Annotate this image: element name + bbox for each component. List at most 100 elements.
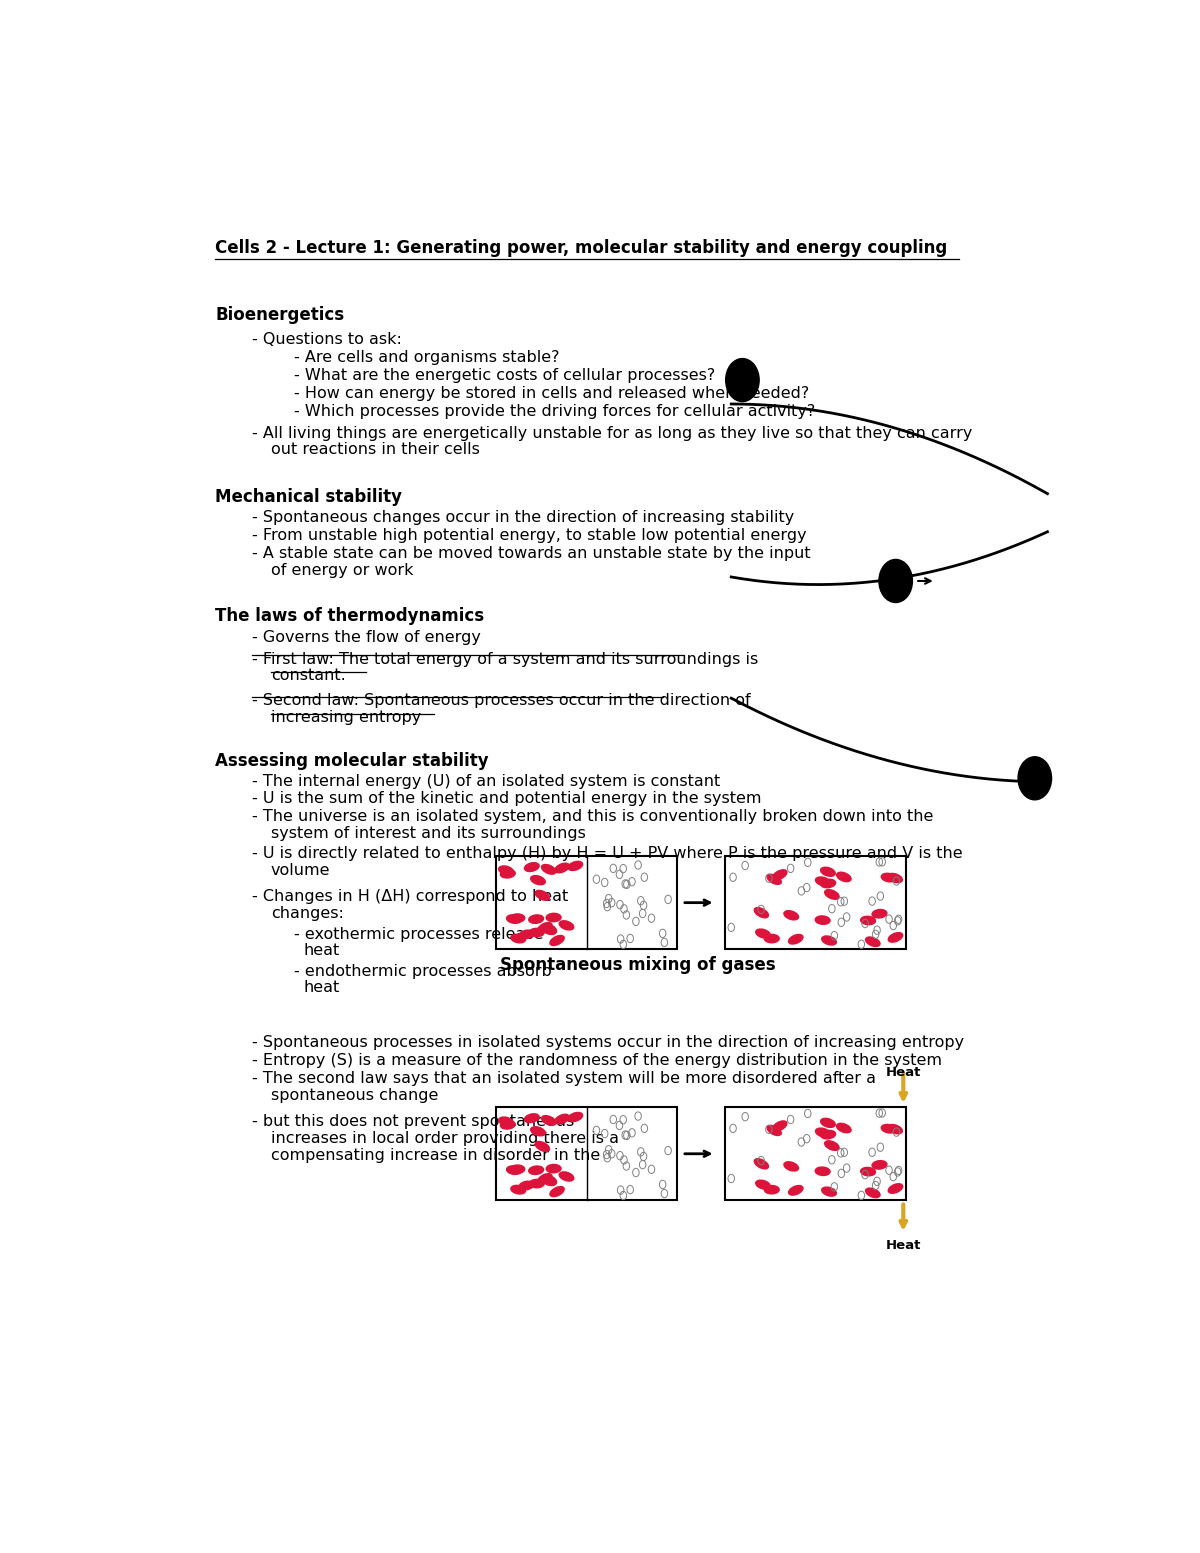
Text: - Spontaneous processes in isolated systems occur in the direction of increasing: - Spontaneous processes in isolated syst… <box>252 1036 965 1050</box>
Ellipse shape <box>881 1124 896 1134</box>
Ellipse shape <box>510 1165 524 1174</box>
Bar <box>496 856 677 949</box>
Ellipse shape <box>821 1118 835 1127</box>
Ellipse shape <box>773 1121 787 1131</box>
Ellipse shape <box>506 915 521 924</box>
Ellipse shape <box>520 1182 534 1190</box>
Ellipse shape <box>541 1176 556 1185</box>
Circle shape <box>878 559 912 603</box>
Ellipse shape <box>872 910 887 918</box>
Ellipse shape <box>541 926 556 935</box>
Ellipse shape <box>815 1166 830 1176</box>
Ellipse shape <box>542 1176 557 1185</box>
Ellipse shape <box>816 1127 830 1137</box>
Text: - Second law: Spontaneous processes occur in the direction of: - Second law: Spontaneous processes occu… <box>252 693 751 708</box>
Ellipse shape <box>821 1131 835 1138</box>
Ellipse shape <box>529 929 545 936</box>
Text: - U is the sum of the kinetic and potential energy in the system: - U is the sum of the kinetic and potent… <box>252 792 762 806</box>
Ellipse shape <box>888 1183 902 1193</box>
Ellipse shape <box>815 916 830 924</box>
Ellipse shape <box>520 930 534 938</box>
Text: - Which processes provide the driving forces for cellular activity?: - Which processes provide the driving fo… <box>294 404 816 419</box>
Text: Mechanical stability: Mechanical stability <box>215 488 402 506</box>
Ellipse shape <box>888 933 902 943</box>
Text: - All living things are energetically unstable for as long as they live so that : - All living things are energetically un… <box>252 426 973 441</box>
Ellipse shape <box>530 1127 545 1135</box>
Ellipse shape <box>821 867 835 876</box>
Ellipse shape <box>499 867 514 874</box>
Ellipse shape <box>529 915 544 924</box>
Ellipse shape <box>538 1174 552 1183</box>
Ellipse shape <box>756 929 770 938</box>
Ellipse shape <box>888 873 902 882</box>
Ellipse shape <box>546 1165 562 1173</box>
Text: - From unstable high potential energy, to stable low potential energy: - From unstable high potential energy, t… <box>252 528 806 544</box>
Ellipse shape <box>767 874 781 884</box>
Ellipse shape <box>541 865 556 874</box>
Text: of energy or work: of energy or work <box>271 564 413 578</box>
Ellipse shape <box>554 863 569 873</box>
Ellipse shape <box>865 1188 880 1197</box>
Text: - The internal energy (U) of an isolated system is constant: - The internal energy (U) of an isolated… <box>252 773 720 789</box>
Text: - Changes in H (ΔH) correspond to heat: - Changes in H (ΔH) correspond to heat <box>252 890 569 904</box>
Ellipse shape <box>773 870 787 881</box>
Text: - Entropy (S) is a measure of the randomness of the energy distribution in the s: - Entropy (S) is a measure of the random… <box>252 1053 942 1068</box>
Text: - The universe is an isolated system, and this is conventionally broken down int: - The universe is an isolated system, an… <box>252 809 934 825</box>
Ellipse shape <box>568 862 583 871</box>
Circle shape <box>1018 756 1051 800</box>
Text: compensating increase in disorder in the: compensating increase in disorder in the <box>271 1148 600 1163</box>
Ellipse shape <box>881 873 896 882</box>
Ellipse shape <box>500 870 515 877</box>
Ellipse shape <box>755 907 768 918</box>
Ellipse shape <box>550 1186 564 1197</box>
Ellipse shape <box>860 916 876 924</box>
Ellipse shape <box>888 1124 902 1134</box>
Ellipse shape <box>546 913 562 921</box>
Text: - Questions to ask:: - Questions to ask: <box>252 332 402 348</box>
Bar <box>725 1107 906 1200</box>
Ellipse shape <box>535 1141 550 1151</box>
Bar <box>496 1107 677 1200</box>
Text: - endothermic processes absorb: - endothermic processes absorb <box>294 963 552 978</box>
Ellipse shape <box>764 1185 779 1194</box>
Ellipse shape <box>559 921 574 930</box>
Text: constant.: constant. <box>271 668 346 683</box>
Ellipse shape <box>784 1162 798 1171</box>
Ellipse shape <box>559 1173 574 1182</box>
Text: Heat: Heat <box>886 1067 920 1079</box>
Text: out reactions in their cells: out reactions in their cells <box>271 443 480 457</box>
Text: Cells 2 - Lecture 1: Generating power, molecular stability and energy coupling: Cells 2 - Lecture 1: Generating power, m… <box>215 239 947 256</box>
Ellipse shape <box>788 935 803 944</box>
Text: Heat: Heat <box>886 1239 920 1252</box>
Text: - What are the energetic costs of cellular processes?: - What are the energetic costs of cellul… <box>294 368 715 384</box>
Text: Spontaneous mixing of gases: Spontaneous mixing of gases <box>500 957 776 974</box>
Ellipse shape <box>510 913 524 922</box>
Ellipse shape <box>541 1115 556 1126</box>
Ellipse shape <box>821 879 835 888</box>
Ellipse shape <box>860 1168 876 1176</box>
Ellipse shape <box>816 877 830 885</box>
Text: - exothermic processes release: - exothermic processes release <box>294 927 544 941</box>
Ellipse shape <box>865 936 880 946</box>
Text: - A stable state can be moved towards an unstable state by the input: - A stable state can be moved towards an… <box>252 547 811 561</box>
Text: - How can energy be stored in cells and released when needed?: - How can energy be stored in cells and … <box>294 387 809 401</box>
Ellipse shape <box>529 1166 544 1174</box>
Bar <box>725 856 906 949</box>
Ellipse shape <box>535 890 550 901</box>
Text: - Are cells and organisms stable?: - Are cells and organisms stable? <box>294 349 559 365</box>
Ellipse shape <box>511 1185 526 1194</box>
Text: increases in local order providing there is a: increases in local order providing there… <box>271 1131 619 1146</box>
Ellipse shape <box>554 1115 569 1124</box>
Ellipse shape <box>822 1186 836 1196</box>
Circle shape <box>726 359 760 402</box>
Ellipse shape <box>824 890 839 899</box>
Ellipse shape <box>836 873 851 882</box>
Ellipse shape <box>872 1160 887 1169</box>
Text: system of interest and its surroundings: system of interest and its surroundings <box>271 826 586 842</box>
Ellipse shape <box>538 922 552 932</box>
Ellipse shape <box>755 1159 768 1169</box>
Text: Assessing molecular stability: Assessing molecular stability <box>215 752 488 770</box>
Ellipse shape <box>824 1141 839 1151</box>
Ellipse shape <box>764 935 779 943</box>
Text: volume: volume <box>271 863 330 877</box>
